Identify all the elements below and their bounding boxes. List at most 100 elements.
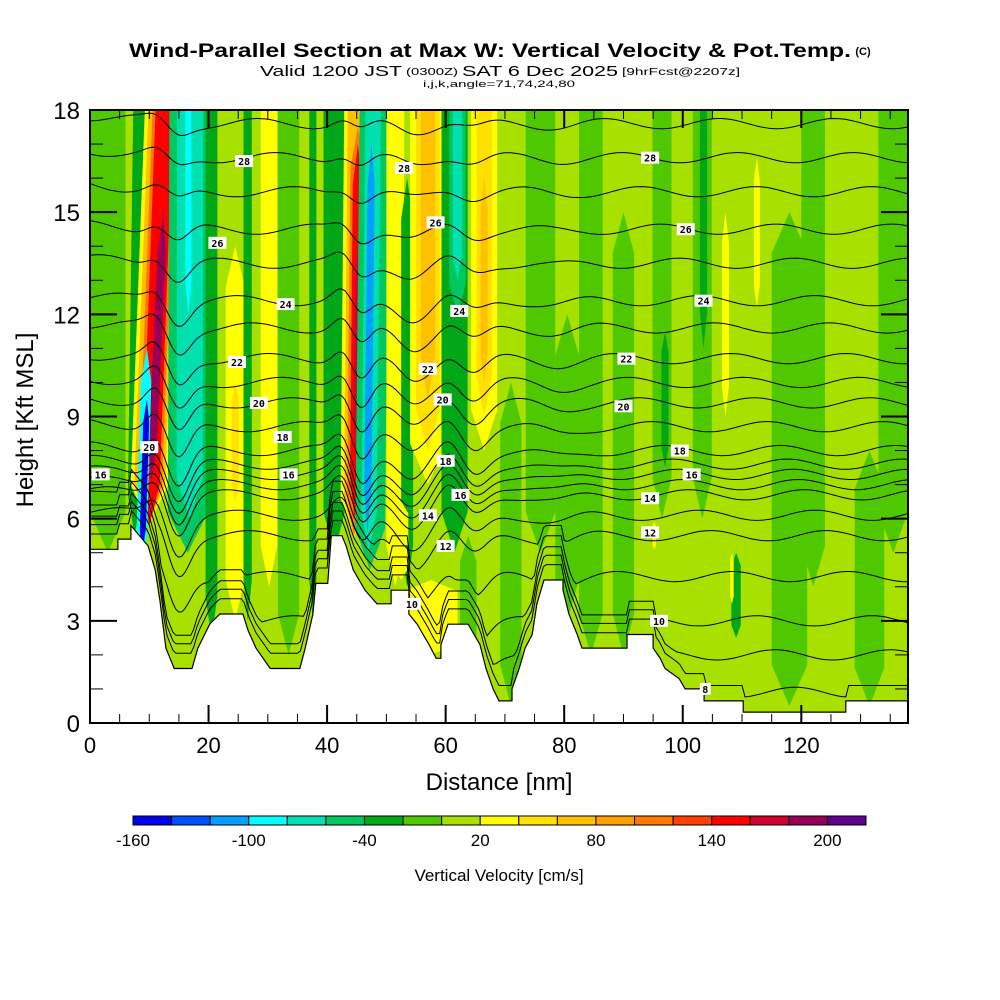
- w-band: [699, 110, 708, 349]
- colorbar-swatch: [672, 815, 713, 826]
- colorbar: -160 -100 -40 20 80 140 200: [116, 815, 867, 850]
- contour-label: 20: [140, 441, 159, 454]
- theta-contour-29: [90, 112, 908, 137]
- x-tick-label: 40: [315, 733, 339, 758]
- w-band: [753, 157, 760, 308]
- chart-title: Wind-Parallel Section at Max W: Vertical…: [129, 41, 851, 62]
- y-tick-label: 18: [53, 98, 80, 125]
- contour-label-text: 18: [674, 447, 686, 458]
- theta-contour-24: [90, 288, 908, 328]
- x-tick-label: 0: [84, 733, 96, 758]
- colorbar-swatch: [171, 815, 211, 826]
- w-band: [452, 110, 463, 281]
- colorbar-tick-label: 20: [471, 831, 490, 850]
- contour-label-text: 26: [430, 218, 442, 229]
- contour-label-text: 20: [437, 395, 449, 406]
- contour-label-text: 16: [454, 491, 466, 502]
- contour-label-text: 28: [238, 157, 250, 168]
- theta-contour-26: [90, 220, 908, 245]
- theta-contour-20: [90, 387, 908, 433]
- w-band: [260, 110, 278, 587]
- contour-label-box: [426, 216, 445, 229]
- contour-label: 12: [436, 539, 455, 553]
- x-tick-label: 100: [664, 733, 701, 758]
- theta-contour-15: [90, 464, 908, 526]
- subtitle-utc: (0300Z): [406, 67, 458, 78]
- colorbar-swatch: [749, 815, 790, 826]
- contour-label: 26: [426, 216, 445, 229]
- contour-label-box: [91, 468, 110, 481]
- contour-label: 12: [641, 526, 660, 539]
- w-band: [579, 110, 603, 655]
- colorbar-swatch: [634, 815, 674, 826]
- w-band: [612, 212, 635, 655]
- contour-label-box: [418, 509, 437, 522]
- contour-label-text: 12: [440, 542, 452, 553]
- x-tick-label: 80: [552, 733, 576, 758]
- w-band: [323, 110, 345, 553]
- colorbar-tick-label: 80: [586, 831, 605, 850]
- contour-label-box: [273, 430, 292, 443]
- theta-contour-9: [90, 500, 908, 665]
- contour-label: 18: [273, 430, 292, 444]
- colorbar-swatch: [788, 815, 828, 826]
- colorbar-swatch: [325, 815, 365, 826]
- contour-label-text: 16: [95, 470, 107, 481]
- chart-subtitle: Valid 1200 JST (0300Z) SAT 6 Dec 2025 [9…: [260, 63, 740, 80]
- contour-label-box: [682, 468, 701, 481]
- contour-label-box: [617, 352, 636, 365]
- contour-label-box: [235, 155, 254, 168]
- y-tick-label: 0: [67, 711, 80, 738]
- contour-label: 14: [641, 492, 660, 505]
- contour-label-box: [279, 468, 298, 481]
- theta-contour-25: [90, 251, 908, 283]
- y-tick-label: 6: [67, 507, 80, 534]
- contour-label-box: [228, 356, 247, 369]
- contour-labels: 28 28 28 26 26 26 24 24 24 22 22 22 20 20 20 20 18 18 18 16…: [91, 151, 713, 696]
- theta-contour-13: [90, 496, 908, 558]
- contour-label-text: 24: [697, 297, 709, 308]
- contour-label-box: [450, 304, 469, 317]
- contour-label-text: 26: [680, 225, 692, 236]
- contour-label-box: [276, 298, 295, 311]
- colorbar-swatch: [132, 815, 173, 826]
- x-axis: 0 20 40 60 80 100 120: [84, 110, 891, 758]
- colorbar-tick-label: 200: [813, 831, 841, 850]
- w-band: [721, 212, 729, 417]
- contour-label-text: 16: [283, 470, 295, 481]
- colorbar-swatch: [595, 815, 636, 826]
- contour-label-box: [641, 151, 660, 164]
- w-band: [148, 212, 166, 485]
- contour-label: 28: [235, 155, 254, 168]
- theta-contour-18: [90, 433, 908, 487]
- x-tick-label: 60: [433, 733, 457, 758]
- theta-contour-16: [90, 454, 908, 515]
- w-band: [801, 110, 825, 587]
- colorbar-swatch: [209, 815, 250, 826]
- contour-label-box: [676, 223, 695, 236]
- w-band: [185, 110, 192, 315]
- theta-contour-28: [90, 146, 908, 166]
- colorbar-swatch: [479, 815, 520, 826]
- colorbar-swatch: [402, 815, 443, 826]
- w-band: [309, 110, 317, 621]
- w-band: [730, 552, 734, 604]
- colorbar-swatch: [518, 815, 558, 826]
- contour-label-box: [694, 294, 713, 307]
- contour-label: 18: [670, 444, 689, 458]
- contour-label: 20: [249, 396, 268, 410]
- contour-label: 22: [617, 352, 636, 366]
- theta-contour-12: [90, 468, 908, 578]
- x-tick-label: 120: [783, 733, 820, 758]
- theta-contour-17: [90, 445, 908, 503]
- contour-label-text: 10: [406, 600, 418, 611]
- contour-label-text: 22: [620, 355, 632, 366]
- x-axis-label: Distance [nm]: [426, 769, 573, 796]
- contour-label: 16: [451, 488, 470, 502]
- w-band: [500, 382, 522, 706]
- w-band: [420, 110, 435, 400]
- contour-label: 20: [614, 400, 633, 413]
- contour-label-box: [208, 236, 227, 249]
- y-tick-label: 15: [53, 200, 80, 227]
- contour-label-text: 10: [653, 617, 665, 628]
